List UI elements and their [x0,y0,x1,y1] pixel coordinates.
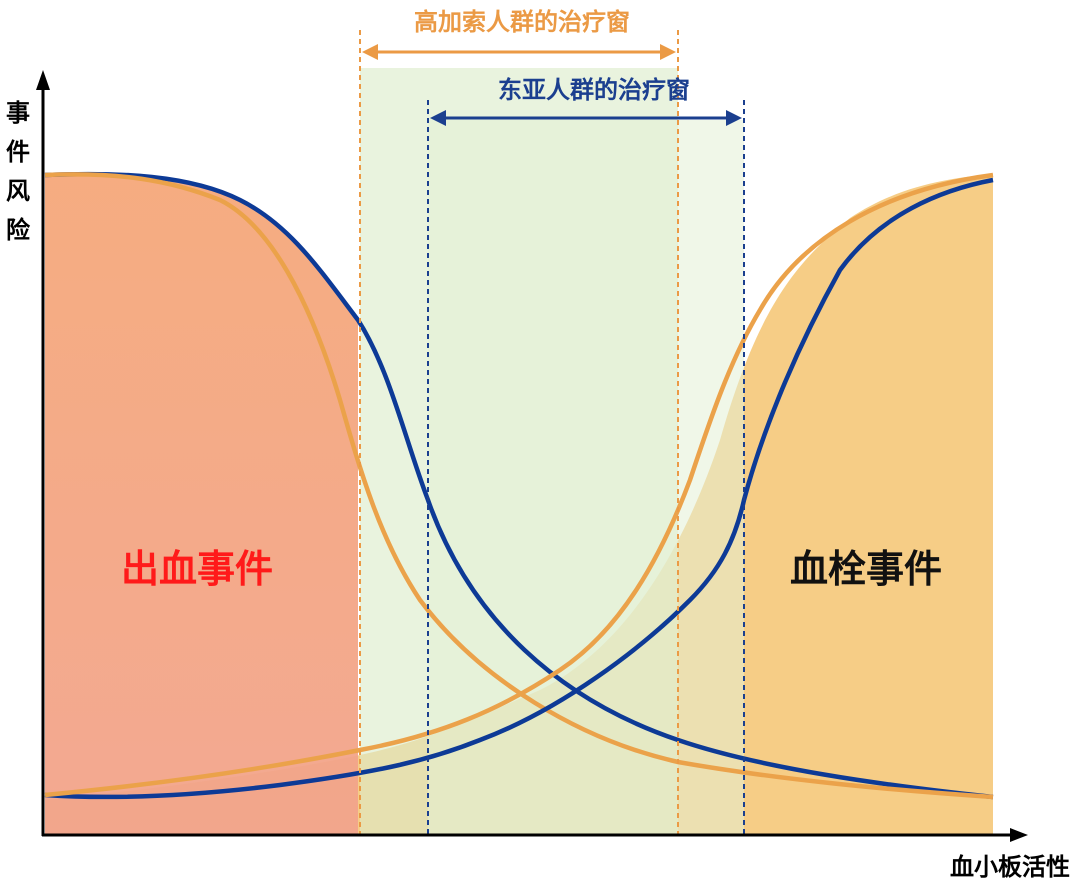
x-axis-label: 血小板活性 [950,853,1070,881]
y-axis-arrowhead [36,70,50,90]
bleeding-event-label: 出血事件 [121,547,273,591]
thrombotic-risk-area [45,174,993,835]
east-asian-window-arrowhead-right [726,110,742,126]
caucasian-thrombotic-curve [44,172,994,798]
east-asian-window-label: 东亚人群的治疗窗 [498,76,690,104]
east-asian-window-arrowhead-left [430,110,446,126]
east-asian-window-band [428,120,744,835]
bleeding-risk-area [45,174,358,836]
caucasian-bleeding-curve [44,172,994,800]
y-axis-label-char-2: 件 [6,138,30,166]
thrombotic-event-label: 血栓事件 [790,547,942,591]
caucasian-window-arrowhead-right [660,44,676,60]
caucasian-window-label: 高加索人群的治疗窗 [414,8,630,36]
y-axis-label-char-4: 险 [6,216,31,244]
x-axis-arrowhead [1010,828,1028,842]
y-axis-label-char-3: 风 [6,177,30,205]
caucasian-window-arrowhead-left [362,44,378,60]
east-asian-bleeding-curve [44,171,994,800]
east-asian-thrombotic-curve [44,177,994,800]
y-axis-label-char-1: 事 [6,99,30,127]
